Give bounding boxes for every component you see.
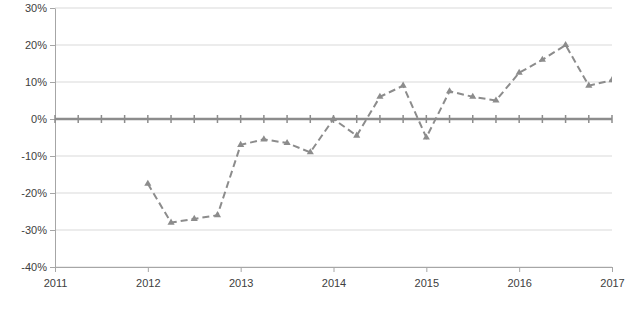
y-tick: 20% — [25, 39, 55, 51]
marker — [446, 87, 453, 93]
x-tick-mark — [426, 267, 427, 272]
x-axis: 2011 2012 2013 2014 2015 2016 2017 — [44, 267, 625, 289]
x-tick-mark — [241, 267, 242, 272]
marker — [608, 76, 612, 82]
y-tick: 10% — [25, 76, 55, 88]
marker — [585, 82, 592, 88]
x-tick-label: 2015 — [415, 277, 439, 289]
x-tick-label: 2011 — [44, 277, 68, 289]
y-tick-label: 30% — [25, 2, 47, 14]
marker — [214, 211, 221, 217]
x-tick: 2012 — [136, 267, 160, 289]
y-tick: -10% — [21, 150, 55, 162]
y-tick: 30% — [25, 2, 55, 14]
x-tick-mark — [612, 267, 613, 272]
series — [144, 41, 612, 225]
grid-line — [55, 45, 612, 46]
x-tick-mark — [55, 267, 56, 272]
marker — [307, 148, 314, 154]
marker — [469, 93, 476, 99]
marker — [492, 96, 499, 102]
x-tick-label: 2012 — [136, 277, 160, 289]
y-tick: 0% — [31, 113, 55, 125]
y-tick: -30% — [21, 224, 55, 236]
x-tick-mark — [334, 267, 335, 272]
y-tick-mark — [50, 45, 55, 46]
y-tick-label: 20% — [25, 39, 47, 51]
y-tick-mark — [50, 156, 55, 157]
marker — [260, 135, 267, 141]
marker — [376, 93, 383, 99]
marker — [539, 56, 546, 62]
x-tick-mark — [519, 267, 520, 272]
marker — [284, 139, 291, 145]
y-tick-mark — [50, 82, 55, 83]
x-tick: 2011 — [44, 267, 68, 289]
x-tick-label: 2016 — [507, 277, 531, 289]
y-tick: -20% — [21, 187, 55, 199]
x-tick-label: 2017 — [600, 277, 624, 289]
grid — [55, 8, 612, 267]
y-tick-mark — [50, 230, 55, 231]
x-tick: 2016 — [507, 267, 531, 289]
marker — [516, 69, 523, 75]
y-tick-label: -10% — [21, 150, 47, 162]
y-tick-label: 0% — [31, 113, 47, 125]
marker — [562, 41, 569, 47]
x-tick: 2015 — [415, 267, 439, 289]
x-tick: 2017 — [600, 267, 624, 289]
marker — [144, 180, 151, 186]
series-line — [148, 45, 612, 223]
marker — [400, 82, 407, 88]
x-tick: 2014 — [322, 267, 346, 289]
x-tick-mark — [148, 267, 149, 272]
marker — [237, 141, 244, 147]
x-tick: 2013 — [229, 267, 253, 289]
marker — [167, 218, 174, 224]
y-tick-mark — [50, 193, 55, 194]
zero-line — [55, 115, 612, 123]
plot: -40%-30%-20%-10%0%10%20%30%2011201220132… — [21, 2, 624, 289]
x-tick-label: 2013 — [229, 277, 253, 289]
y-tick-label: -30% — [21, 224, 47, 236]
y-axis: -40% -30% -20% -10% 0% 10% 20% 30% — [21, 2, 55, 273]
grid-line — [55, 8, 612, 9]
marker — [423, 133, 430, 139]
y-tick-label: 10% — [25, 76, 47, 88]
grid-line — [55, 156, 612, 157]
marker — [191, 215, 198, 221]
marker — [353, 132, 360, 138]
grid-line — [55, 193, 612, 194]
marker — [330, 115, 337, 121]
y-tick-label: -20% — [21, 187, 47, 199]
x-tick-label: 2014 — [322, 277, 346, 289]
chart: -40%-30%-20%-10%0%10%20%30%2011201220132… — [0, 0, 639, 313]
grid-line — [55, 230, 612, 231]
y-tick: -40% — [21, 261, 55, 273]
y-tick-mark — [50, 8, 55, 9]
grid-line — [55, 82, 612, 83]
y-axis-line — [55, 9, 56, 268]
y-tick-label: -40% — [21, 261, 47, 273]
y-tick-mark — [50, 267, 55, 268]
